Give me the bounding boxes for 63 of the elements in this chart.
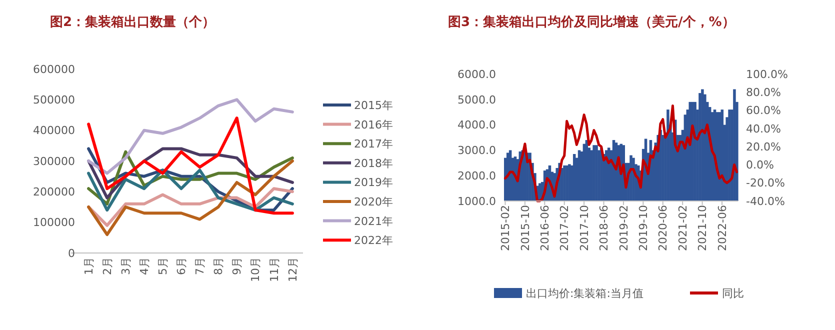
y-tick-label: 0	[68, 246, 75, 260]
x-tick-label: 2021-10	[696, 205, 710, 251]
x-tick-label: 8月	[212, 257, 226, 275]
line-series	[87, 187, 294, 227]
x-tick-label: 3月	[119, 257, 132, 275]
x-tick-label: 2月	[100, 257, 114, 275]
legend-label: 2015年	[354, 99, 393, 112]
y-tick-label: 200000	[33, 186, 75, 199]
x-tick-label: 4月	[138, 257, 152, 275]
y2-tick-label: -40.0%	[746, 194, 785, 208]
x-tick-label: 2015-10	[518, 205, 532, 251]
y2-tick-label: 40.0%	[746, 122, 781, 136]
legend-label: 2018年	[354, 156, 393, 170]
x-tick-label: 9月	[230, 257, 244, 275]
legend-label: 同比	[722, 287, 744, 300]
y-tick-label: 300000	[33, 154, 75, 168]
legend-label: 2016年	[354, 118, 393, 132]
line-series	[87, 116, 294, 215]
x-tick-label: 10月	[249, 257, 262, 282]
y-tick-label: 4000.0	[458, 118, 496, 132]
y-tick-label: 600000	[33, 62, 75, 76]
x-tick-label: 2015-02	[499, 205, 512, 251]
y2-tick-label: 100.0%	[746, 68, 788, 81]
x-tick-label: 2022-06	[716, 205, 729, 251]
x-tick-label: 6月	[175, 257, 188, 275]
y2-tick-label: 60.0%	[746, 104, 781, 118]
x-tick-label: 2019-10	[637, 205, 650, 251]
x-tick-label: 5月	[156, 257, 170, 275]
y-tick-label: 3000.0	[458, 144, 496, 158]
x-tick-label: 2019-02	[617, 205, 630, 251]
y2-tick-label: 20.0%	[746, 140, 781, 154]
legend-label: 出口均价:集装箱:当月值	[526, 287, 644, 300]
x-tick-label: 2016-06	[538, 205, 552, 251]
line-series	[87, 168, 294, 212]
x-tick-label: 12月	[286, 257, 300, 282]
x-tick-label: 1月	[82, 257, 96, 275]
y-tick-label: 500000	[33, 94, 75, 107]
chart-title: 图2：集装箱出口数量（个）	[50, 15, 216, 30]
legend-label: 2021年	[354, 214, 393, 228]
line-series	[504, 104, 738, 202]
y-tick-label: 400000	[33, 124, 75, 138]
x-tick-label: 7月	[194, 257, 207, 275]
y-tick-label: 1000.0	[458, 194, 496, 208]
x-tick-label: 11月	[268, 257, 281, 282]
x-tick-label: 2017-02	[558, 205, 572, 251]
y2-tick-label: -20.0%	[746, 176, 785, 190]
legend-label: 2020年	[354, 196, 393, 208]
x-tick-label: 2017-10	[578, 205, 591, 251]
y-tick-label: 2000.0	[458, 169, 496, 182]
y-tick-label: 100000	[33, 216, 75, 230]
y-tick-label: 5000.0	[458, 93, 496, 106]
legend-label: 2019年	[354, 176, 393, 190]
y2-tick-label: 80.0%	[746, 86, 781, 99]
x-tick-label: 2018-06	[598, 205, 611, 251]
legend-label: 2017年	[354, 138, 393, 151]
chart-title: 图3：集装箱出口均价及同比增速（美元/个，%）	[448, 14, 735, 30]
line-series	[87, 98, 294, 175]
legend-label: 2022年	[354, 234, 393, 248]
x-tick-label: 2021-02	[676, 205, 690, 251]
line-series	[87, 160, 294, 236]
y-tick-label: 6000.0	[458, 68, 496, 81]
x-tick-label: 2020-06	[656, 205, 670, 251]
y2-tick-label: 0.0%	[746, 158, 774, 172]
